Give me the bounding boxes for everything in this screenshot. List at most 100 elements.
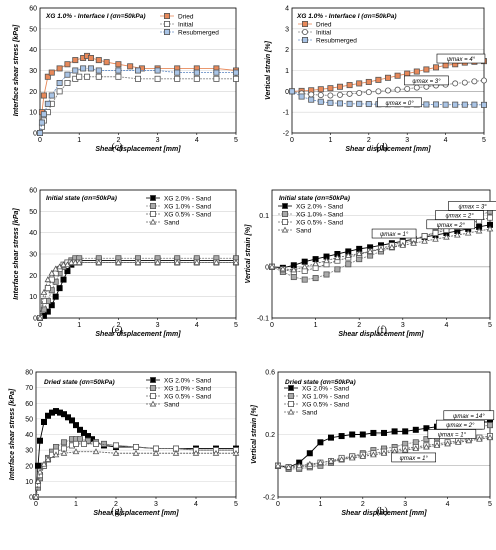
data-point <box>77 426 84 433</box>
chart-panel-d: -2 -1 0 1 2 3 4 0 1 2 3 4 5 Shear displacement [mm] Ve… <box>265 6 487 153</box>
legend-label: XG 1.0% - Sand <box>164 203 211 210</box>
data-point <box>461 79 468 86</box>
legend-marker <box>163 28 170 35</box>
x-tick-label: 2 <box>357 322 361 329</box>
legend-marker <box>163 12 170 19</box>
annotation-box: ψmax = 0° <box>377 97 422 108</box>
data-point <box>77 436 84 443</box>
data-point <box>134 67 141 74</box>
legend-label: Initial <box>178 21 194 28</box>
x-tick-label: 4 <box>195 137 199 144</box>
legend-marker <box>149 194 156 201</box>
data-point <box>412 445 420 452</box>
y-tick-label: 3 <box>285 26 289 33</box>
y-tick-label: 4 <box>285 6 289 13</box>
legend-label: Sand <box>296 227 312 234</box>
data-point <box>92 448 100 455</box>
x-tick-label: 4 <box>195 322 199 329</box>
data-point <box>432 235 439 242</box>
y-tick-label: 40 <box>29 230 37 237</box>
data-point <box>288 88 295 95</box>
y-tick-label: 0 <box>29 495 33 502</box>
x-tick-label: 5 <box>234 322 238 329</box>
data-point <box>65 414 72 421</box>
series-dried <box>37 52 239 136</box>
legend-label: XG 0.5% - Sand <box>302 401 349 408</box>
annotation-box: ψmax = 14° <box>443 410 495 421</box>
data-point <box>327 457 335 464</box>
y-tick-label: 0 <box>33 316 37 323</box>
x-tick-label: 2 <box>116 322 120 329</box>
data-point <box>312 275 319 282</box>
data-point <box>401 446 409 453</box>
y-tick-label: 40 <box>29 47 37 54</box>
data-point <box>44 276 52 283</box>
data-point <box>412 426 419 433</box>
y-tick-label: -1 <box>283 110 289 117</box>
data-point <box>323 257 330 264</box>
data-point <box>115 67 122 74</box>
y-tick-label: 20 <box>29 273 37 280</box>
annotation-box: ψmax = 1° <box>371 228 417 239</box>
data-point <box>464 229 472 236</box>
data-point <box>232 69 239 76</box>
data-point <box>56 285 63 292</box>
y-tick-label: 20 <box>29 89 37 96</box>
x-tick-label: 0 <box>276 501 280 508</box>
series-line <box>39 76 236 134</box>
plot-frame <box>39 189 237 319</box>
data-point <box>317 86 324 93</box>
data-point <box>154 75 161 82</box>
annotation-frame <box>427 429 477 439</box>
data-point <box>193 259 201 266</box>
data-point <box>274 462 282 469</box>
data-point <box>391 428 398 435</box>
data-point <box>365 78 372 85</box>
data-point <box>32 493 40 500</box>
legend-marker <box>149 210 156 217</box>
data-point <box>87 55 94 62</box>
data-point <box>433 442 441 448</box>
x-tick-label: 2 <box>116 137 120 144</box>
annotation-frame <box>404 75 449 86</box>
y-axis-label: Interface shear stress [kPa] <box>13 24 20 116</box>
data-point <box>56 80 63 87</box>
x-axis-label: Shear displacement [mm] <box>345 146 431 153</box>
data-point <box>193 75 200 82</box>
data-point <box>84 73 91 80</box>
data-point <box>232 449 240 456</box>
data-point <box>423 425 430 432</box>
annotation-text: ψmax = 4° <box>447 57 476 63</box>
data-point <box>317 98 324 105</box>
data-point <box>432 101 439 108</box>
y-tick-label: 30 <box>29 68 37 75</box>
panel-title: Initial state (σn=50kPa) <box>279 195 350 202</box>
data-point <box>365 101 372 108</box>
data-point <box>64 61 71 68</box>
data-point <box>338 456 345 462</box>
annotation-text: ψmax = 1° <box>400 456 429 462</box>
data-point <box>56 88 63 95</box>
y-tick-label: 1 <box>285 68 289 75</box>
data-point <box>404 70 411 77</box>
data-point <box>127 63 134 70</box>
data-point <box>471 101 478 108</box>
data-point <box>336 100 343 107</box>
data-point <box>64 71 71 78</box>
data-point <box>404 85 411 92</box>
annotation-text: ψmax = 3° <box>458 204 487 210</box>
data-point <box>442 62 449 69</box>
panel-label: (c) <box>111 142 122 153</box>
data-point <box>413 84 420 91</box>
legend-marker <box>301 37 308 44</box>
y-tick-label: -0.2 <box>263 495 275 502</box>
data-point <box>384 87 391 94</box>
annotation-text: ψmax = 2° <box>445 214 474 220</box>
data-point <box>366 248 374 254</box>
data-point <box>452 101 459 108</box>
series-sand <box>36 259 240 321</box>
data-point <box>112 449 120 456</box>
annotation-box: ψmax = 2° <box>436 419 485 430</box>
data-point <box>44 456 52 462</box>
